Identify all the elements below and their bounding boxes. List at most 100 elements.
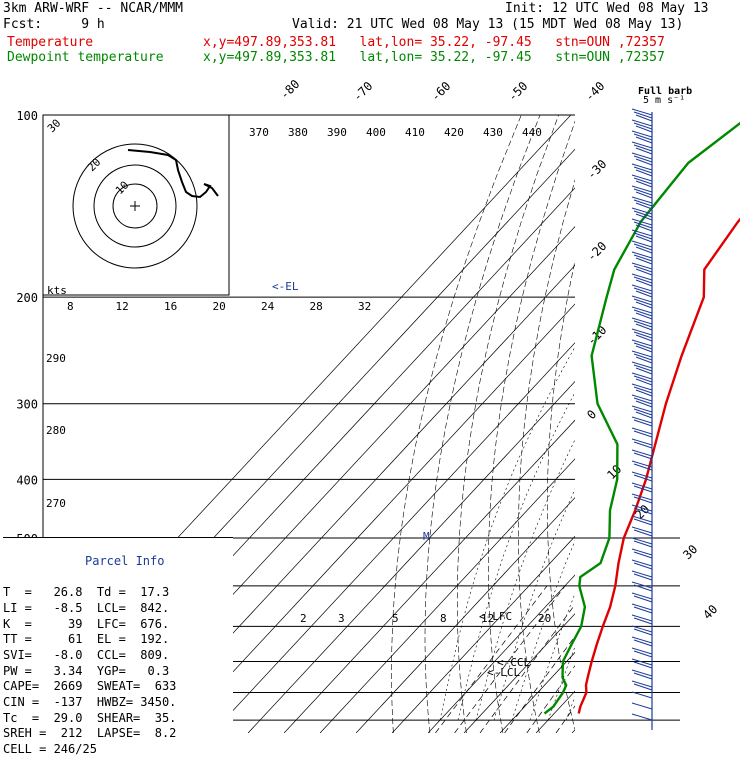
moist-adiabat bbox=[530, 297, 733, 720]
dry-adiabat bbox=[679, 115, 740, 733]
isotherm-tick-label: -80 bbox=[277, 77, 302, 102]
wind-barb bbox=[636, 137, 652, 143]
parcel-info-row: PW = 3.34 YGP= 0.3 bbox=[3, 664, 233, 680]
isotherm-line bbox=[464, 87, 740, 733]
kts-tick-label: 24 bbox=[261, 300, 275, 313]
parcel-info-row: CAPE= 2669 SWEAT= 633 bbox=[3, 679, 233, 695]
wind-barb bbox=[634, 563, 652, 569]
wind-barb bbox=[634, 629, 652, 635]
dry-adiabat bbox=[457, 115, 558, 733]
wind-barb bbox=[636, 258, 652, 264]
dry-adiabat bbox=[654, 115, 722, 733]
wind-barb bbox=[634, 640, 652, 646]
wind-barb bbox=[636, 159, 652, 165]
isotherm-line bbox=[176, 87, 740, 733]
pressure-tick-label: 300 bbox=[16, 398, 38, 412]
isotherm-tick-label: 0 bbox=[584, 407, 599, 422]
wind-barb bbox=[634, 651, 652, 657]
theta-tick-label: 370 bbox=[249, 126, 269, 139]
wind-barb bbox=[634, 618, 652, 624]
theta-tick-label: 400 bbox=[366, 126, 386, 139]
dry-adiabat bbox=[488, 115, 577, 733]
lcl-marker: <-LCL bbox=[487, 666, 520, 679]
dry-adiabat bbox=[575, 115, 633, 733]
wind-barb bbox=[634, 431, 652, 437]
moist-adiabat bbox=[584, 297, 740, 720]
theta-tick-label: 410 bbox=[405, 126, 425, 139]
hodograph-kts-label: kts bbox=[47, 284, 67, 297]
wind-barb bbox=[634, 607, 652, 613]
mixing-ratio-line bbox=[435, 586, 547, 733]
wind-barb bbox=[636, 379, 652, 385]
dry-adiabat bbox=[392, 115, 522, 733]
wind-barb bbox=[636, 126, 652, 132]
theta-tick-label: 430 bbox=[483, 126, 503, 139]
pressure-tick-label: 200 bbox=[16, 291, 38, 305]
dry-adiabat bbox=[703, 115, 740, 733]
wind-barb bbox=[636, 412, 652, 418]
wind-barb bbox=[634, 442, 652, 448]
wind-barb bbox=[636, 170, 652, 176]
isotherm-line bbox=[608, 87, 740, 733]
wind-barb bbox=[636, 280, 652, 286]
wind-barb bbox=[636, 324, 652, 330]
wind-barb bbox=[636, 302, 652, 308]
wind-barb bbox=[636, 368, 652, 374]
wind-barb bbox=[636, 390, 652, 396]
wind-barb bbox=[634, 530, 652, 536]
theta-left-label: 270 bbox=[46, 497, 66, 510]
wind-barb bbox=[634, 497, 652, 503]
wind-barb bbox=[634, 420, 652, 426]
kts-tick-label: 16 bbox=[164, 300, 177, 313]
kts-tick-label: 8 bbox=[67, 300, 74, 313]
parcel-info-title: Parcel Info bbox=[3, 554, 233, 570]
wind-barb bbox=[636, 335, 652, 341]
m-marker: M bbox=[423, 530, 430, 543]
theta-tick-label: 420 bbox=[444, 126, 464, 139]
mixing-ratio-tick-label: 8 bbox=[440, 612, 447, 625]
wind-barb bbox=[636, 269, 652, 275]
wind-barb bbox=[636, 401, 652, 407]
isotherm-tick-label: -20 bbox=[584, 239, 609, 264]
full-barb-unit: 5 m s⁻¹ bbox=[643, 95, 685, 106]
theta-left-label: 280 bbox=[46, 424, 66, 437]
isotherm-line bbox=[392, 87, 740, 733]
mixing-ratio-tick-label: 20 bbox=[538, 612, 551, 625]
dry-adiabat bbox=[727, 115, 740, 733]
isotherm-line bbox=[572, 87, 740, 733]
isotherm-tick-label: 10 bbox=[604, 462, 624, 482]
mixing-ratio-tick-label: 5 bbox=[392, 612, 399, 625]
pressure-tick-label: 100 bbox=[16, 109, 38, 123]
kts-tick-label: 12 bbox=[116, 300, 129, 313]
wind-barb bbox=[636, 203, 652, 209]
parcel-info-row: TT = 61 EL = 192. bbox=[3, 632, 233, 648]
parcel-info-row: Tc = 29.0 SHEAR= 35. bbox=[3, 711, 233, 727]
kts-tick-label: 32 bbox=[358, 300, 371, 313]
wind-barb bbox=[636, 192, 652, 198]
wind-barb bbox=[636, 148, 652, 154]
wind-barb bbox=[636, 291, 652, 297]
isotherm-line bbox=[644, 87, 740, 733]
mixing-ratio-tick-label: 3 bbox=[338, 612, 345, 625]
isotherm-line bbox=[248, 87, 740, 733]
theta-tick-label: 380 bbox=[288, 126, 308, 139]
isotherm-line bbox=[500, 87, 740, 733]
lfc-marker: <-LFC bbox=[479, 610, 512, 623]
wind-barbs bbox=[632, 109, 652, 730]
parcel-info-row: LI = -8.5 LCL= 842. bbox=[3, 601, 233, 617]
isotherm-tick-label: -60 bbox=[428, 79, 453, 104]
wind-barb bbox=[634, 552, 652, 558]
isotherm-tick-label: -30 bbox=[584, 157, 609, 182]
wind-barb bbox=[634, 596, 652, 602]
theta-left-label: 290 bbox=[46, 352, 66, 365]
theta-tick-label: 390 bbox=[327, 126, 347, 139]
wind-barb bbox=[634, 684, 652, 690]
isotherm-tick-label: 30 bbox=[680, 542, 700, 562]
parcel-info-row: CELL = 246/25 bbox=[3, 742, 233, 758]
isotherm-tick-label: -40 bbox=[582, 79, 607, 104]
dry-adiabat bbox=[629, 115, 686, 733]
